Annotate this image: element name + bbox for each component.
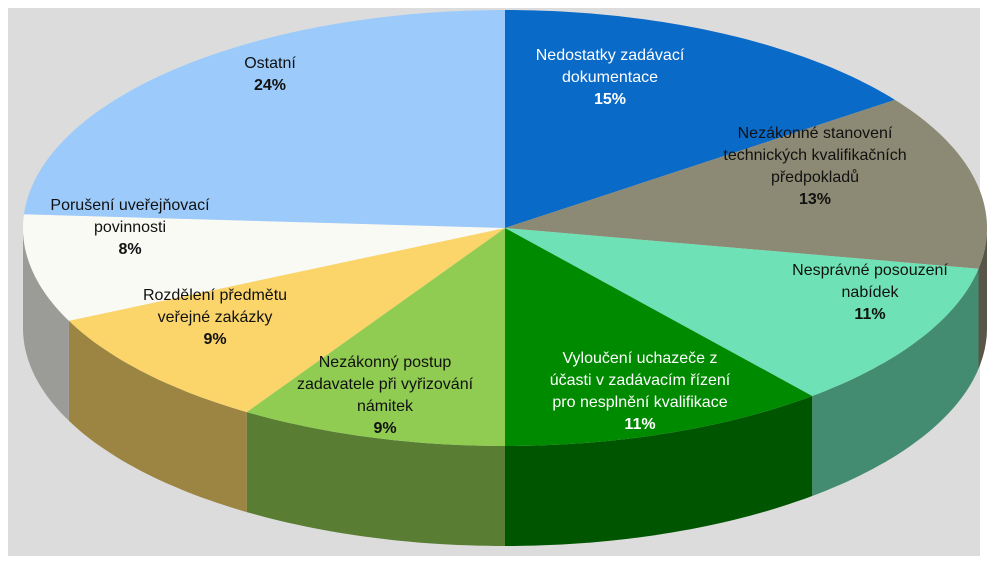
label-line: pro nesplnění kvalifikace [552, 394, 727, 411]
slice-label: Rozdělení předmětu veřejné zakázky [143, 287, 287, 326]
label-line: Nedostatky zadávací [536, 47, 685, 64]
label-line: Ostatní [244, 55, 296, 72]
label-line: Porušení uveřejňovací [50, 197, 210, 214]
value-label: 15% [594, 91, 626, 108]
slice-label: Nesprávné posouzení nabídek [792, 262, 948, 301]
label-line: předpokladů [771, 168, 859, 186]
slice-side [978, 228, 987, 369]
slice [505, 99, 987, 269]
slice [505, 10, 895, 228]
slice-label: Ostatní [244, 55, 296, 72]
label-line: účasti v zadávacím řízení [550, 372, 731, 389]
slice [505, 228, 813, 446]
slice-label: Nedostatky zadávací dokumentace [536, 47, 685, 86]
slice-label: Porušení uveřejňovací povinnosti [50, 197, 210, 236]
label-line: dokumentace [562, 69, 658, 86]
value-label: 11% [624, 416, 655, 433]
slice-label: Nezákonné stanovení technických kvalifika… [723, 125, 906, 186]
slice [23, 214, 505, 321]
label-line: povinnosti [94, 219, 166, 236]
slice-side [812, 268, 979, 496]
slice-side [505, 396, 813, 546]
label-line: nabídek [842, 284, 900, 301]
label-line: Nezákonné stanovení [738, 125, 893, 142]
slice-label: Nezákonný postup zadavatele při vyřizován… [297, 354, 474, 415]
label-line: Vyloučení uchazeče z [562, 350, 717, 367]
label-line: veřejné zakázky [158, 309, 273, 326]
label-line: Nezákonný postup [319, 354, 452, 371]
label-line: Nesprávné posouzení [792, 262, 948, 279]
slice-side [68, 320, 247, 513]
slice-side [246, 412, 505, 546]
value-label: 9% [203, 331, 226, 348]
slice [246, 228, 505, 446]
label-line: námitek [357, 398, 414, 415]
value-label: 11% [854, 306, 885, 323]
value-label: 13% [799, 191, 831, 208]
slice-label: Vyloučení uchazeče z účasti v zadávacím ř… [550, 350, 731, 411]
label-line: Rozdělení předmětu [143, 287, 287, 304]
slice [505, 228, 979, 396]
label-line: zadavatele při vyřizování [297, 376, 474, 393]
slice [24, 10, 505, 228]
value-label: 8% [118, 241, 141, 258]
slice-side [23, 228, 69, 421]
slice [68, 228, 506, 413]
label-line: technických kvalifikačních [723, 147, 906, 164]
value-label: 9% [373, 420, 396, 437]
value-label: 24% [254, 77, 286, 94]
